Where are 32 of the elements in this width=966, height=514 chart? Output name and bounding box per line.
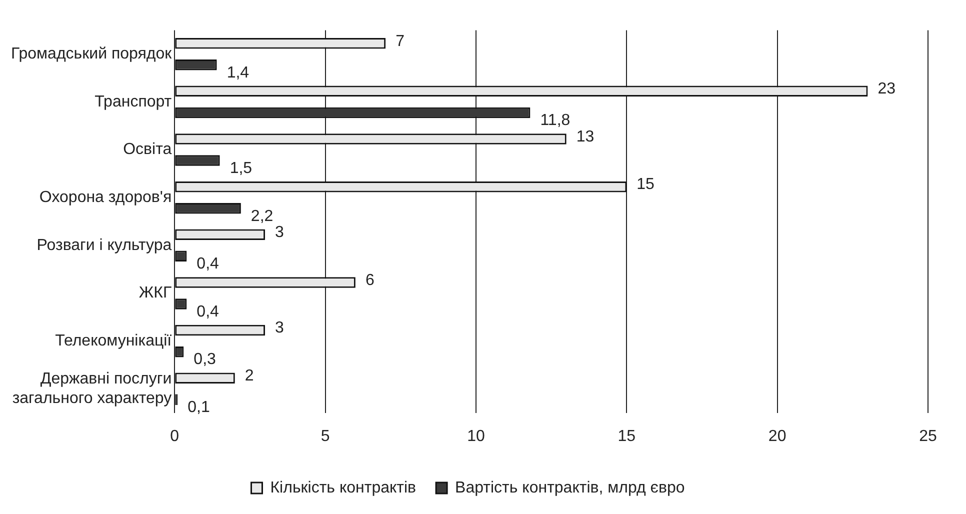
data-label: 15 (636, 176, 655, 194)
data-label: 0,1 (188, 399, 210, 416)
x-tick-label: 20 (768, 428, 786, 445)
x-tick-label: 5 (320, 428, 330, 445)
y-tick-label: Охорона здоров'я (39, 188, 172, 206)
legend-label: Вартість контрактів, млрд євро (455, 479, 685, 496)
x-tick-label: 0 (170, 428, 180, 445)
x-tick-label: 25 (919, 428, 937, 445)
data-label: 3 (275, 224, 284, 242)
data-label: 6 (365, 272, 374, 289)
data-label: 13 (576, 128, 594, 146)
data-label: 3 (275, 320, 284, 337)
x-tick-label: 10 (467, 428, 485, 445)
data-label: 0,3 (194, 351, 216, 368)
data-label: 2,2 (250, 208, 274, 225)
y-tick-label: Громадський порядок (10, 46, 173, 63)
y-tick-label: Телекомунікації (55, 332, 172, 350)
data-label: 1,5 (230, 160, 252, 177)
data-label: 1,4 (226, 64, 250, 82)
data-label: 7 (396, 32, 405, 50)
data-label: 11,8 (540, 112, 570, 130)
data-label: 2 (244, 368, 254, 385)
legend-label: Кількість контрактів (270, 479, 416, 496)
data-label: 23 (878, 80, 896, 98)
y-tick-label: Розваги і культура (36, 236, 172, 254)
x-tick-label: 15 (618, 428, 636, 445)
data-label: 0,4 (196, 256, 220, 273)
data-label: 0,4 (196, 303, 220, 320)
y-tick-label: Освіта (123, 141, 172, 158)
y-tick-label: Державні послуги загального характеру (12, 370, 172, 407)
y-tick-label: ЖКГ (138, 284, 172, 302)
y-tick-label: Транспорт (94, 93, 172, 110)
